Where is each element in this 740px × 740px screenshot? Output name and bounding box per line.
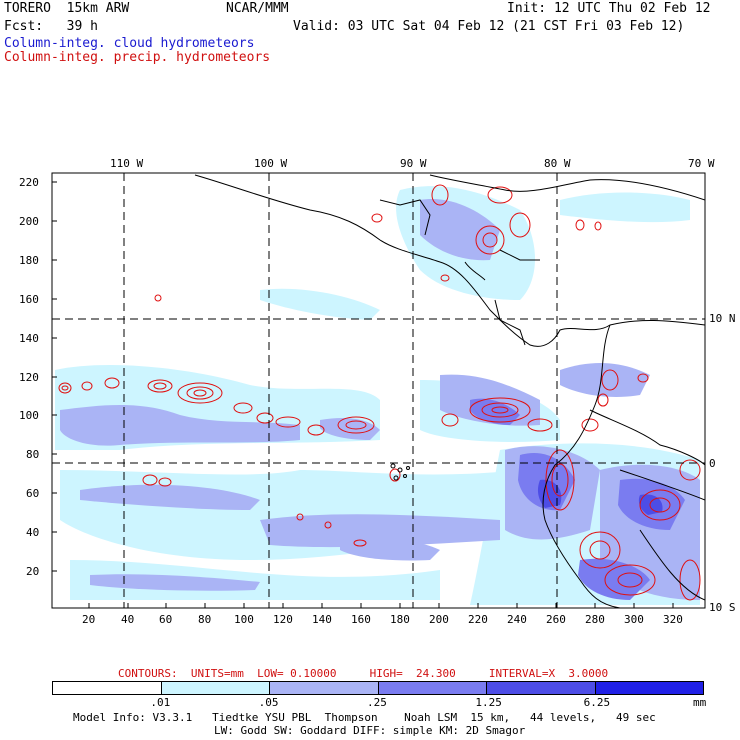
field-precip-label: Column-integ. precip. hydrometeors <box>4 50 271 65</box>
field-cloud-label: Column-integ. cloud hydrometeors <box>4 36 255 51</box>
colorbar-tick-label: 6.25 <box>583 696 611 709</box>
y-tick-label: 100 <box>19 409 39 422</box>
y-tick-label: 20 <box>26 565 40 578</box>
lon-label-90w: 90 W <box>400 157 427 170</box>
model-info-line2: LW: Godd SW: Goddard DIFF: simple KM: 2D… <box>214 724 526 737</box>
x-tick-label: 20 <box>82 613 96 626</box>
x-tick-label: 240 <box>507 613 527 626</box>
model-info-line1: Model Info: V3.3.1 Tiedtke YSU PBL Thomp… <box>73 711 656 724</box>
lat-label-10n: 10 N <box>709 312 736 325</box>
lat-label-0: 0 <box>709 457 716 470</box>
lon-label-70w: 70 W <box>688 157 715 170</box>
galapagos-islands <box>390 463 410 481</box>
x-tick-label: 320 <box>663 613 683 626</box>
colorbar-segment <box>53 682 161 694</box>
y-tick-label: 120 <box>19 371 39 384</box>
x-tick-label: 180 <box>390 613 410 626</box>
x-tick-label: 220 <box>468 613 488 626</box>
lat-lon-grid <box>52 173 705 608</box>
colorbar-tick-label: .05 <box>258 696 279 709</box>
precip-contours <box>58 184 701 601</box>
org-label: NCAR/MMM <box>226 1 289 16</box>
x-tick-label: 300 <box>624 613 644 626</box>
colorbar-segment <box>486 682 595 694</box>
lon-label-110w: 110 W <box>110 157 144 170</box>
valid-time: Valid: 03 UTC Sat 04 Feb 12 (21 CST Fri … <box>293 19 685 34</box>
axis-ticks <box>52 181 674 608</box>
colorbar-tick-label: .01 <box>150 696 171 709</box>
y-tick-label: 40 <box>26 526 40 539</box>
y-tick-label: 180 <box>19 254 39 267</box>
forecast-hour: Fcst: 39 h <box>4 19 98 34</box>
x-tick-label: 80 <box>198 613 212 626</box>
x-tick-label: 100 <box>234 613 254 626</box>
colorbar-tick-label: 1.25 <box>475 696 502 709</box>
x-tick-label: 140 <box>312 613 332 626</box>
colorbar-tick-label: .25 <box>367 696 387 709</box>
precip-shading <box>55 186 700 605</box>
colorbar-segment <box>377 682 486 694</box>
x-tick-label: 160 <box>351 613 371 626</box>
y-tick-label: 200 <box>19 215 39 228</box>
x-tick-label: 60 <box>159 613 173 626</box>
y-tick-label: 80 <box>26 448 40 461</box>
map-frame <box>51 172 706 609</box>
x-tick-label: 40 <box>121 613 135 626</box>
coastline <box>194 174 705 608</box>
y-tick-label: 60 <box>26 487 40 500</box>
colorbar-segment <box>160 682 269 694</box>
y-tick-label: 220 <box>19 176 39 189</box>
x-tick-label: 200 <box>429 613 449 626</box>
init-time: Init: 12 UTC Thu 02 Feb 12 <box>507 1 711 16</box>
contour-info: CONTOURS: UNITS=mm LOW= 0.10000 HIGH= 24… <box>118 667 609 680</box>
colorbar-segment <box>594 682 703 694</box>
lon-label-80w: 80 W <box>544 157 571 170</box>
lat-label-10s: 10 S <box>709 601 736 614</box>
x-tick-label: 260 <box>546 613 566 626</box>
colorbar-segment <box>269 682 378 694</box>
colorbar-units: mm <box>693 696 707 709</box>
lon-label-100w: 100 W <box>254 157 288 170</box>
model-title: TORERO 15km ARW <box>4 1 130 16</box>
x-tick-label: 280 <box>585 613 605 626</box>
colorbar <box>52 681 704 695</box>
x-tick-label: 120 <box>273 613 293 626</box>
y-tick-label: 140 <box>19 332 39 345</box>
y-tick-label: 160 <box>19 293 39 306</box>
